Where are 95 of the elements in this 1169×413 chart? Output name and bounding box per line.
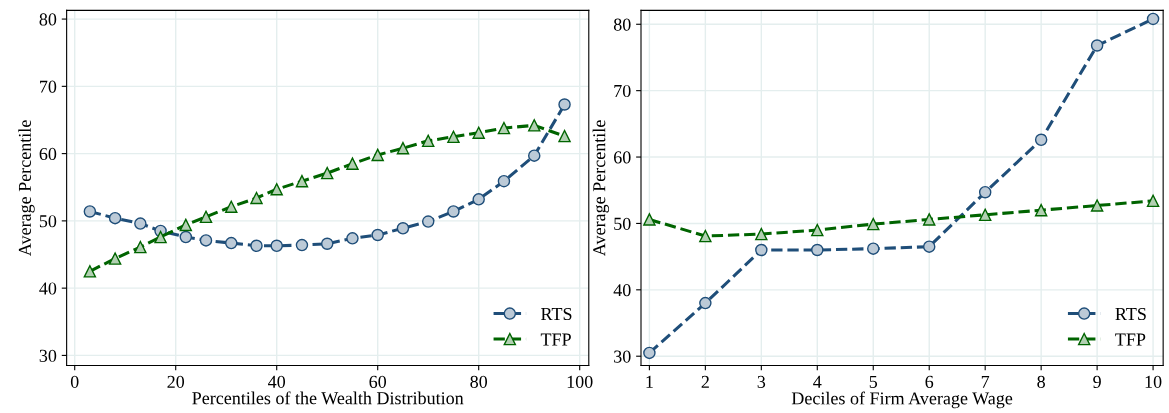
point [1034,203,1048,217]
y-tick-label: 80 [613,18,631,31]
x-tick-label: 100 [567,375,593,388]
point [922,240,936,253]
point [527,119,541,132]
y-tick-label: 50 [614,217,631,230]
x-tick-label: 7 [981,375,990,388]
point [225,236,238,250]
y-tick-label: 30 [614,350,631,363]
x-tick-label: 8 [1037,375,1045,388]
point [755,227,768,241]
x-tick-label: 5 [869,375,878,388]
y-tick-label: 40 [613,284,631,297]
y-tick-label: 40 [39,282,57,295]
point [199,210,213,224]
point [497,121,511,135]
point [811,223,824,237]
point [1146,194,1160,208]
y-axis-title: Average Percentile [592,120,610,256]
point [527,149,541,162]
point [134,217,147,230]
x-tick-label: 9 [1093,375,1101,388]
y-tick-label: 80 [39,13,57,26]
point [472,126,485,140]
point [108,211,122,225]
point [978,208,992,222]
point [83,205,97,218]
point [154,230,167,244]
x-axis-title: Deciles of Firm Average Wage [791,391,1013,409]
point [371,228,384,242]
point [1034,133,1048,147]
y-tick-label: 70 [40,80,57,93]
point [225,200,238,214]
point [250,239,263,253]
x-tick-label: 6 [925,375,934,388]
x-tick-label: 40 [268,375,286,388]
point [867,242,880,255]
y-tick-label: 70 [614,84,631,98]
point [346,157,359,170]
y-tick-label: 60 [39,147,57,161]
point [447,130,460,144]
point [421,134,435,148]
point [699,229,712,243]
point [922,213,936,226]
point [421,215,435,228]
x-tick-label: 10 [1145,375,1162,388]
point [83,265,97,278]
legend-label: TFP [1115,333,1146,346]
point [320,237,334,250]
point [1146,12,1160,26]
point [497,174,511,188]
x-tick-label: 3 [757,375,766,388]
y-tick-label: 30 [39,349,57,362]
y-tick-label: 50 [39,215,57,228]
point [396,141,410,155]
point [199,234,213,247]
legend-label: TFP [540,333,571,346]
point [295,238,309,252]
point [447,205,460,218]
point [867,217,880,231]
point [643,346,656,360]
x-tick-label: 0 [70,375,79,388]
x-tick-label: 80 [470,375,488,388]
x-tick-label: 2 [701,375,709,388]
point [396,222,410,235]
point [978,185,992,199]
point [179,230,193,244]
point [295,174,309,188]
point [320,166,334,180]
point [108,252,122,265]
legend-label: RTS [1115,307,1146,321]
legend-label: RTS [541,307,572,321]
x-tick-label: 4 [813,375,822,388]
point [371,148,384,162]
point [755,243,768,257]
x-axis-title: Percentiles of the Wealth Distribution [192,391,464,405]
point [250,191,263,205]
x-tick-label: 60 [369,375,387,388]
point [558,129,571,143]
point [1090,199,1104,212]
point [643,213,656,226]
point [179,218,193,232]
point [472,193,485,206]
point [270,183,283,196]
point [346,232,359,245]
y-axis-title: Average Percentile [18,120,35,256]
point [270,239,283,253]
point [558,98,571,111]
y-tick-label: 60 [614,151,631,164]
point [134,240,147,254]
point [1090,39,1104,52]
x-tick-label: 1 [646,375,653,388]
point [811,243,824,257]
x-tick-label: 20 [167,375,185,388]
point [699,296,712,310]
